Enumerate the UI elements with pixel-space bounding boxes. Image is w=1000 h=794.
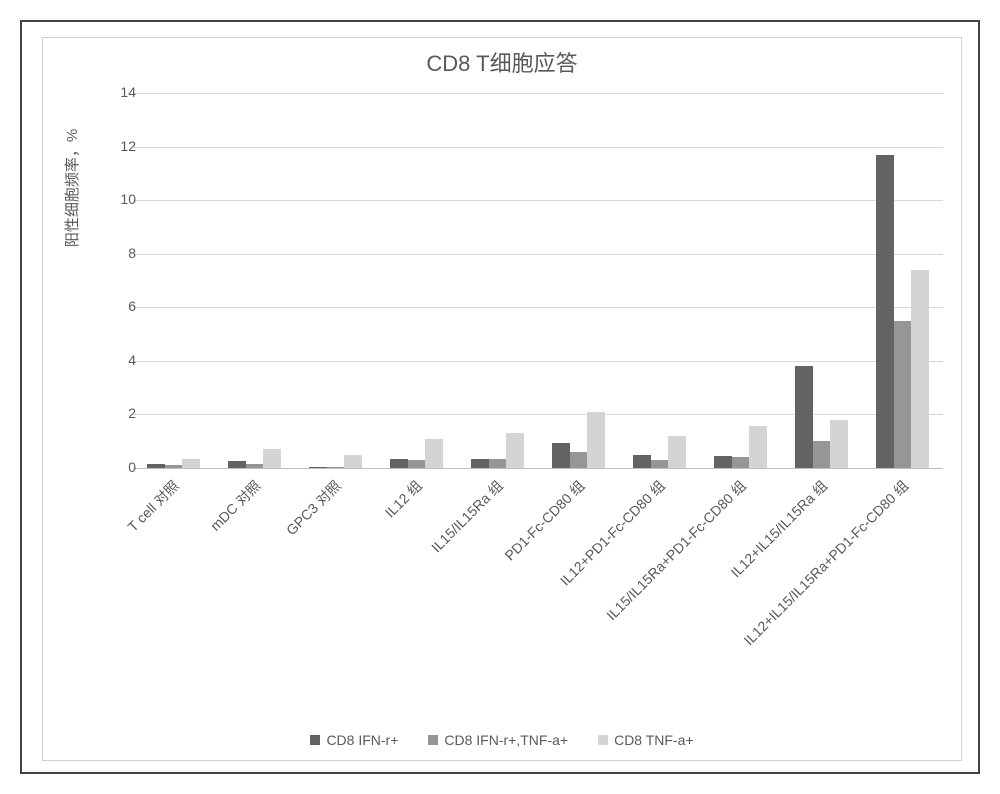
legend-label: CD8 IFN-r+,TNF-a+ — [444, 732, 568, 748]
bar — [309, 467, 327, 468]
x-axis-label: IL12 组 — [381, 476, 427, 522]
legend-item: CD8 IFN-r+,TNF-a+ — [428, 732, 568, 748]
x-axis-label: mDC 对照 — [205, 476, 264, 535]
gridline — [133, 254, 943, 255]
bar — [587, 412, 605, 468]
y-tick-label: 0 — [76, 459, 136, 475]
legend-item: CD8 IFN-r+ — [310, 732, 398, 748]
x-axis-label: IL15/IL15Ra+PD1-Fc-CD80 组 — [602, 476, 751, 625]
legend-swatch — [428, 735, 438, 745]
gridline — [133, 307, 943, 308]
bar — [327, 467, 345, 468]
y-tick-label: 6 — [76, 298, 136, 314]
chart-panel: CD8 T细胞应答 阳性细胞频率，% T cell 对照mDC 对照GPC3 对… — [42, 37, 962, 761]
bar — [813, 441, 831, 468]
bar — [182, 459, 200, 468]
bar — [749, 426, 767, 468]
x-axis-label: IL12+IL15/IL15Ra+PD1-Fc-CD80 组 — [739, 476, 913, 650]
x-axis-label: PD1-Fc-CD80 组 — [500, 476, 589, 565]
legend-swatch — [310, 735, 320, 745]
bar — [552, 443, 570, 468]
y-tick-label: 14 — [76, 84, 136, 100]
bar — [894, 321, 912, 468]
bar — [408, 460, 426, 468]
bar — [344, 455, 362, 468]
bar — [714, 456, 732, 468]
bar — [263, 449, 281, 468]
y-tick-label: 8 — [76, 245, 136, 261]
bar — [147, 464, 165, 468]
y-tick-label: 10 — [76, 191, 136, 207]
y-tick-label: 4 — [76, 352, 136, 368]
y-tick-label: 2 — [76, 405, 136, 421]
bar — [390, 459, 408, 468]
bar — [732, 457, 750, 468]
chart-title: CD8 T细胞应答 — [43, 46, 961, 78]
legend-label: CD8 IFN-r+ — [326, 732, 398, 748]
gridline — [133, 414, 943, 415]
bar — [651, 460, 669, 468]
legend-label: CD8 TNF-a+ — [614, 732, 693, 748]
outer-frame: CD8 T细胞应答 阳性细胞频率，% T cell 对照mDC 对照GPC3 对… — [20, 20, 980, 774]
bar — [228, 461, 246, 468]
bar — [830, 420, 848, 468]
y-tick-label: 12 — [76, 138, 136, 154]
bar — [876, 155, 894, 468]
gridline — [133, 468, 943, 469]
x-axis-label: T cell 对照 — [123, 476, 183, 536]
bar — [570, 452, 588, 468]
bar — [489, 459, 507, 468]
gridline — [133, 147, 943, 148]
bar — [246, 464, 264, 468]
gridline — [133, 361, 943, 362]
bar — [425, 439, 443, 468]
x-axis-label: IL15/IL15Ra 组 — [427, 476, 508, 557]
legend-swatch — [598, 735, 608, 745]
gridline — [133, 200, 943, 201]
x-axis-label: GPC3 对照 — [282, 476, 346, 540]
bar — [911, 270, 929, 468]
bar — [633, 455, 651, 468]
legend-item: CD8 TNF-a+ — [598, 732, 693, 748]
gridline — [133, 93, 943, 94]
bar — [506, 433, 524, 468]
plot-area — [133, 93, 943, 468]
bar — [795, 366, 813, 468]
bar — [471, 459, 489, 468]
bar — [668, 436, 686, 468]
bar — [165, 465, 183, 468]
legend: CD8 IFN-r+ CD8 IFN-r+,TNF-a+ CD8 TNF-a+ — [43, 732, 961, 748]
